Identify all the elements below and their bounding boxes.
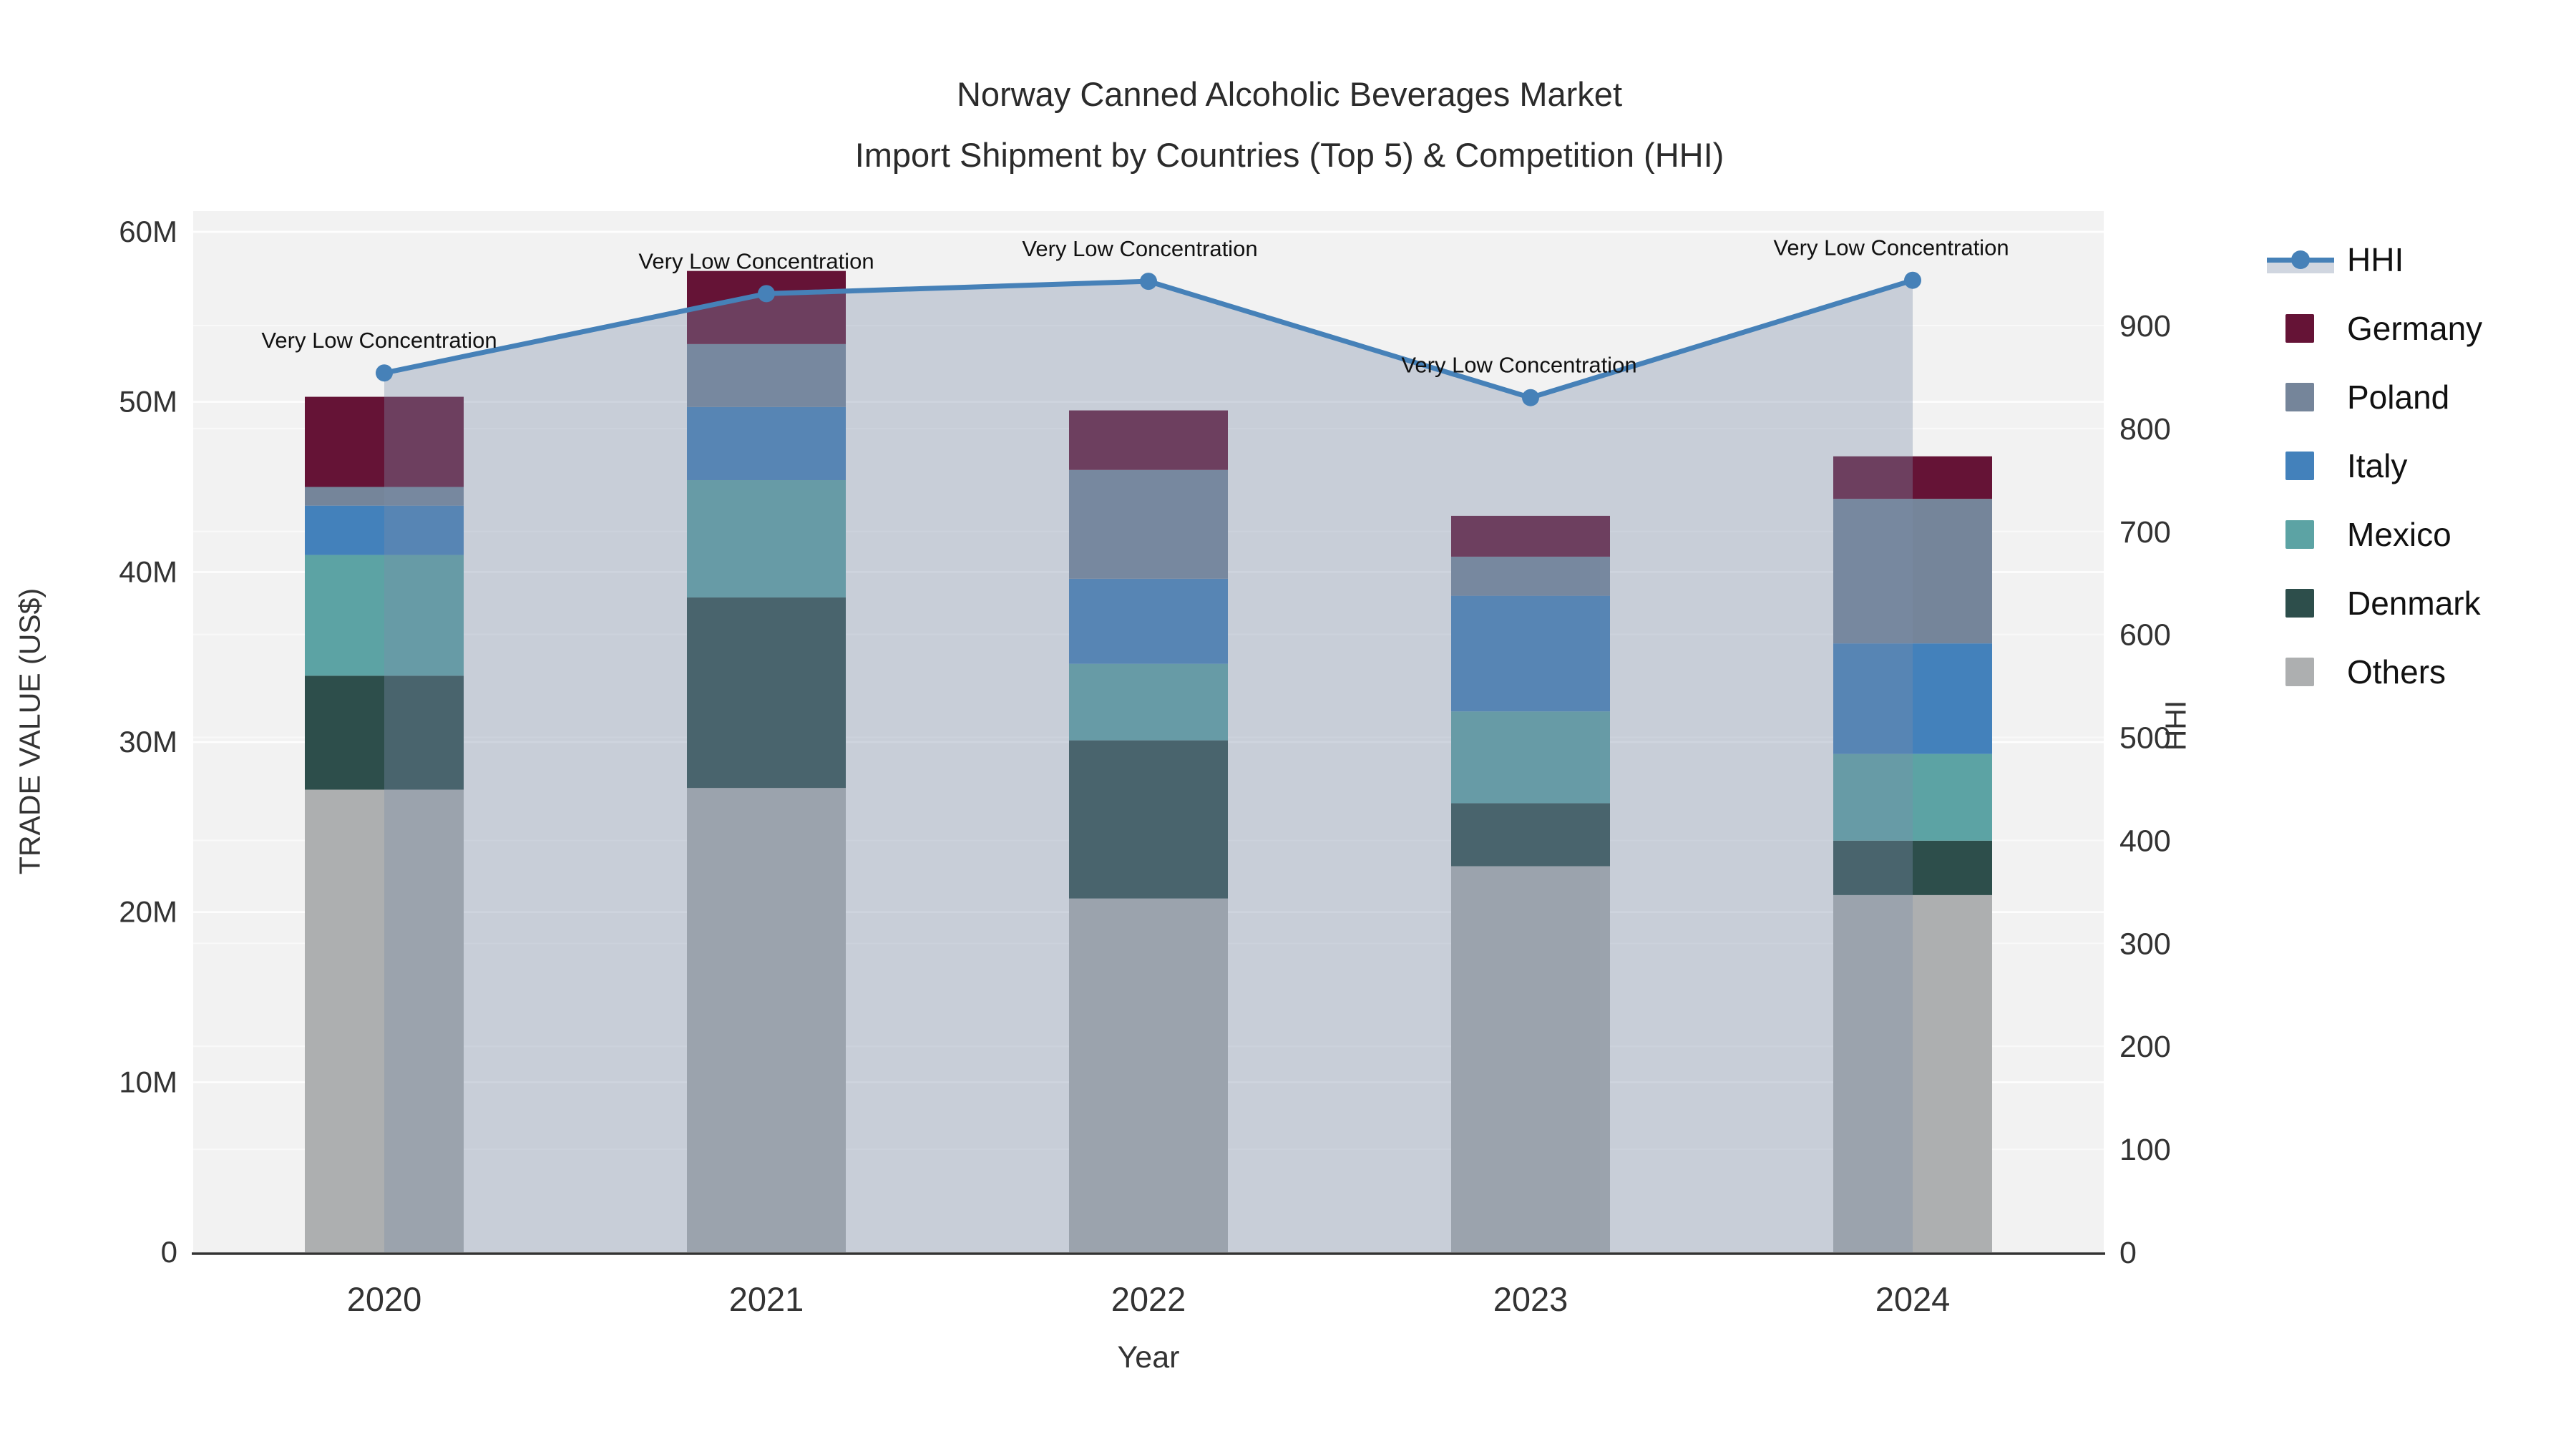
y-tick-right-500: 500 [2119,721,2171,756]
y-tick-right-800: 800 [2119,412,2171,447]
hhi-marker-2020 [376,364,393,382]
y-tick-left-0: 0 [161,1235,177,1269]
bar-segment-2022-italy [1069,578,1228,664]
annotation-2023: Very Low Concentration [1401,353,1636,378]
germany-color-swatch [2285,314,2314,343]
hhi-line-icon [2267,238,2334,281]
legend-label-germany: Germany [2347,310,2483,347]
annotation-2022: Very Low Concentration [1022,236,1257,261]
hhi-marker-2021 [758,285,775,303]
hhi-area [384,280,1913,1252]
bar-segment-2024-germany [1833,456,1992,499]
hhi-marker-icon [2291,250,2310,269]
y-axis-title-left: TRADE VALUE (US$) [13,587,47,875]
annotation-2021: Very Low Concentration [638,248,874,273]
legend-item-others[interactable]: Others [2267,638,2482,706]
bar-segment-2020-others [305,789,464,1252]
bar-segment-2022-mexico [1069,663,1228,741]
y-axis-title-right: HHI [2159,700,2192,751]
bar-segment-2022-poland [1069,469,1228,579]
y-tick-right-300: 300 [2119,927,2171,961]
legend: HHI Germany Poland Italy Mexico Denmark … [2267,225,2482,706]
others-color-swatch [2285,658,2314,686]
bar-segment-2020-poland [305,487,464,506]
chart-title: Norway Canned Alcoholic Beverages Market… [0,64,2576,185]
y-tick-right-900: 900 [2119,309,2171,343]
y-tick-left-30M: 30M [119,725,177,758]
bar-segment-2023-mexico [1451,711,1610,804]
bar-segment-2023-others [1451,866,1610,1252]
annotation-2024: Very Low Concentration [1773,235,2009,260]
legend-label-hhi: HHI [2347,241,2404,278]
y-tick-right-0: 0 [2119,1236,2137,1270]
y-tick-right-100: 100 [2119,1133,2171,1167]
bar-segment-2021-italy [687,406,846,480]
legend-label-mexico: Mexico [2347,516,2451,553]
x-tick-2022: 2022 [1111,1280,1186,1318]
legend-item-poland[interactable]: Poland [2267,363,2482,431]
italy-color-swatch [2285,452,2314,480]
hhi-marker-2023 [1522,389,1539,406]
x-tick-2024: 2024 [1875,1280,1951,1318]
legend-label-poland: Poland [2347,379,2450,416]
legend-label-denmark: Denmark [2347,585,2481,622]
bar-segment-2024-poland [1833,499,1992,644]
bar-segment-2024-mexico [1833,753,1992,841]
bar-segment-2022-germany [1069,410,1228,470]
x-tick-2021: 2021 [729,1280,804,1318]
poland-color-swatch [2285,383,2314,411]
x-axis-title: Year [1117,1340,1180,1375]
bar-segment-2020-germany [305,396,464,487]
y-tick-left-60M: 60M [119,215,177,248]
bar-segment-2021-germany [687,270,846,344]
legend-item-mexico[interactable]: Mexico [2267,500,2482,569]
legend-item-germany[interactable]: Germany [2267,294,2482,363]
x-tick-2023: 2023 [1493,1280,1568,1318]
legend-label-others: Others [2347,653,2446,691]
legend-label-italy: Italy [2347,447,2408,484]
bar-segment-2020-mexico [305,555,464,676]
bar-segment-2023-italy [1451,595,1610,712]
chart-title-line2: Import Shipment by Countries (Top 5) & C… [854,136,1724,174]
chart-title-line1: Norway Canned Alcoholic Beverages Market [956,75,1623,113]
bar-segment-2022-others [1069,898,1228,1252]
x-tick-2020: 2020 [347,1280,422,1318]
y-tick-right-700: 700 [2119,515,2171,550]
y-tick-right-200: 200 [2119,1030,2171,1064]
hhi-marker-2022 [1140,273,1157,291]
bar-segment-2021-others [687,788,846,1252]
denmark-color-swatch [2285,589,2314,618]
y-tick-left-10M: 10M [119,1065,177,1098]
bar-segment-2020-denmark [305,675,464,790]
legend-item-italy[interactable]: Italy [2267,431,2482,500]
legend-item-denmark[interactable]: Denmark [2267,569,2482,638]
bar-segment-2021-denmark [687,597,846,789]
bar-segment-2024-others [1833,894,1992,1252]
y-tick-left-40M: 40M [119,555,177,588]
bar-segment-2024-denmark [1833,840,1992,895]
hhi-marker-2024 [1904,271,1921,289]
bar-segment-2022-denmark [1069,740,1228,899]
bar-segment-2020-italy [305,505,464,555]
bar-segment-2023-germany [1451,515,1610,557]
y-tick-right-400: 400 [2119,824,2171,858]
bar-segment-2024-italy [1833,643,1992,754]
y-tick-left-50M: 50M [119,385,177,419]
bar-segment-2023-denmark [1451,803,1610,867]
y-tick-left-20M: 20M [119,895,177,929]
legend-item-hhi[interactable]: HHI [2267,225,2482,294]
annotation-2020: Very Low Concentration [261,328,497,353]
mexico-color-swatch [2285,520,2314,549]
bar-segment-2021-mexico [687,479,846,597]
bar-segment-2021-poland [687,343,846,407]
y-tick-right-600: 600 [2119,618,2171,653]
bar-segment-2023-poland [1451,556,1610,596]
